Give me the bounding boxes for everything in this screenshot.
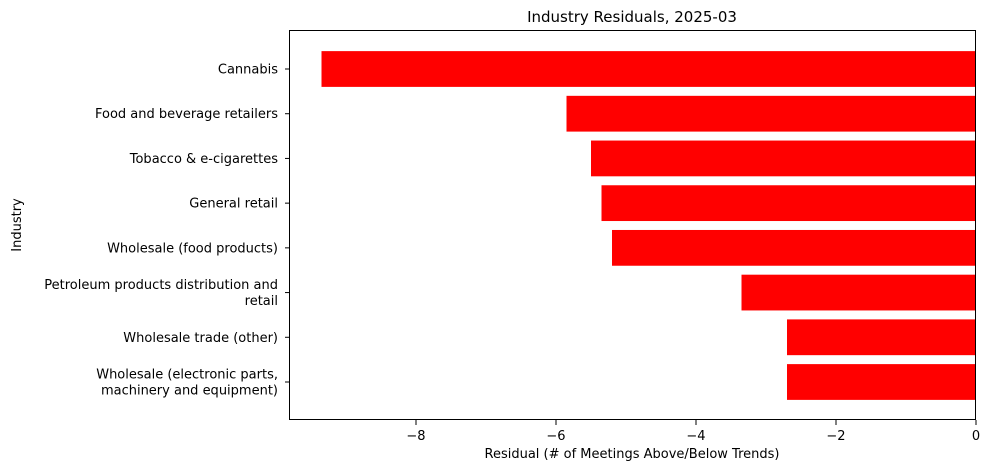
y-axis-label: Industry [10, 198, 25, 252]
y-tick-label: Food and beverage retailers [95, 107, 278, 122]
x-tick-label: 0 [972, 429, 980, 444]
y-tick-label: Wholesale trade (other) [123, 331, 278, 346]
y-tick-label: Wholesale (electronic parts, machinery an… [96, 367, 278, 398]
x-axis-ticks: −8 −6 −4 −2 0 [406, 420, 980, 444]
bar [741, 274, 976, 311]
y-axis-ticks: Cannabis Food and beverage retailers Tobac… [44, 63, 290, 398]
bar [612, 229, 976, 266]
bar [591, 140, 976, 177]
bar [321, 51, 976, 87]
y-tick-label: Tobacco & e-cigarettes [129, 152, 278, 167]
chart-title: Industry Residuals, 2025-03 [527, 8, 737, 26]
bar-group [321, 51, 976, 400]
bar [601, 185, 976, 222]
y-tick-label: General retail [189, 197, 278, 212]
x-tick-label: −8 [406, 429, 425, 444]
y-tick-label: Wholesale (food products) [107, 241, 278, 256]
y-tick-label: Cannabis [218, 63, 278, 78]
plot-frame [289, 30, 976, 420]
x-tick-label: −2 [826, 429, 845, 444]
x-tick-label: −6 [546, 429, 565, 444]
bar [787, 364, 976, 400]
bar [566, 95, 976, 132]
x-axis-label: Residual (# of Meetings Above/Below Tren… [485, 447, 780, 462]
bar [787, 319, 976, 356]
y-tick-label: Petroleum products distribution and retai… [44, 278, 278, 309]
x-tick-label: −4 [686, 429, 705, 444]
